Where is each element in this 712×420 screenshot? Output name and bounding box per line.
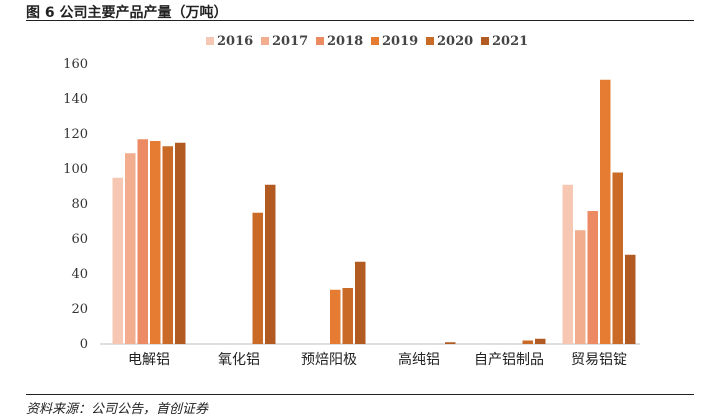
bar-2018: [137, 139, 148, 344]
bar-2019: [600, 79, 611, 344]
bar-2021: [625, 254, 636, 344]
legend-label-2017: 2017: [272, 34, 308, 49]
legend-label-2019: 2019: [382, 34, 418, 49]
bar-2021: [355, 261, 366, 344]
top-rule: [26, 20, 694, 21]
bar-2021: [265, 184, 276, 344]
bar-2020: [612, 172, 623, 344]
y-tick-label: 60: [71, 232, 88, 247]
x-category-label: 高纯铝: [398, 351, 440, 368]
legend-swatch-2018: [316, 37, 324, 45]
bar-2020: [522, 340, 533, 344]
bar-2020: [162, 146, 173, 344]
legend-swatch-2019: [371, 37, 379, 45]
y-tick-label: 160: [63, 57, 88, 72]
bar-2021: [445, 342, 456, 344]
x-category-label: 贸易铝锭: [571, 352, 627, 368]
x-category-label: 自产铝制品: [474, 352, 544, 368]
bottom-rule: [26, 394, 694, 395]
bar-2019: [150, 141, 161, 344]
bar-2020: [342, 288, 353, 344]
y-tick-label: 40: [71, 267, 88, 282]
source-note: 资料来源：公司公告，首创证券: [26, 402, 209, 417]
bar-2016: [562, 184, 573, 344]
bar-2020: [252, 212, 263, 344]
y-tick-label: 20: [71, 302, 88, 317]
legend-swatch-2021: [481, 37, 489, 45]
figure-title: 图 6 公司主要产品产量（万吨）: [26, 5, 228, 21]
y-tick-label: 80: [71, 197, 88, 212]
bar-2017: [575, 230, 586, 344]
y-tick-label: 100: [63, 162, 88, 177]
bar-2017: [125, 153, 136, 344]
bar-2019: [330, 289, 341, 344]
legend-swatch-2020: [426, 37, 434, 45]
bar-2021: [535, 338, 546, 344]
x-category-label: 预焙阳极: [301, 352, 357, 368]
x-category-label: 电解铝: [128, 352, 170, 368]
y-tick-label: 120: [63, 127, 88, 142]
legend-label-2020: 2020: [437, 34, 473, 49]
bar-2018: [587, 211, 598, 344]
legend-label-2021: 2021: [492, 34, 528, 49]
x-category-label: 氧化铝: [218, 352, 260, 368]
legend-label-2018: 2018: [327, 34, 363, 49]
legend-swatch-2016: [206, 37, 214, 45]
legend-label-2016: 2016: [217, 34, 253, 49]
bar-2016: [112, 177, 123, 344]
y-tick-label: 0: [80, 337, 88, 352]
bar-2021: [175, 142, 186, 344]
legend-swatch-2017: [261, 37, 269, 45]
y-tick-label: 140: [63, 92, 88, 107]
